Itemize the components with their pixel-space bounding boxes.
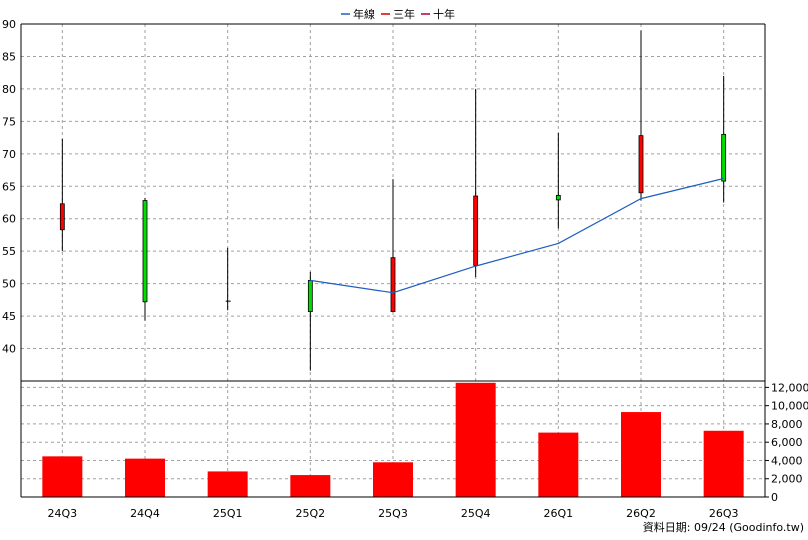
x-tick-label: 25Q2 — [296, 507, 326, 520]
plot-frame — [20, 23, 766, 498]
volume-tick-label: 2,000 — [771, 473, 803, 486]
volume-tick-label: 4,000 — [771, 454, 803, 467]
volume-tick-label: 12,000 — [771, 381, 808, 394]
price-tick-label: 85 — [2, 50, 16, 63]
x-tick-label: 26Q2 — [626, 507, 656, 520]
volume-bar — [703, 430, 744, 497]
candle-body — [555, 194, 561, 201]
x-tick-label: 26Q1 — [544, 507, 574, 520]
candle-body — [142, 200, 148, 303]
volume-bar — [373, 462, 413, 497]
candle-body — [59, 203, 65, 231]
x-tick-label: 25Q1 — [213, 507, 243, 520]
candle-body — [721, 133, 727, 182]
volume-bar — [42, 456, 83, 497]
candle-body — [307, 279, 313, 312]
price-tick-label: 65 — [2, 180, 16, 193]
candles — [59, 30, 727, 371]
x-tick-label: 25Q3 — [378, 507, 408, 520]
volume-bars — [42, 382, 744, 497]
volume-bar — [207, 471, 248, 497]
candle-body — [390, 257, 396, 312]
price-tick-label: 70 — [2, 148, 16, 161]
candle-body — [473, 195, 479, 266]
legend-label: 十年 — [433, 7, 455, 21]
x-tick-label: 26Q3 — [709, 507, 739, 520]
candle-body — [638, 135, 644, 194]
legend: 年線 三年 十年 — [341, 7, 455, 21]
price-tick-label: 90 — [2, 18, 16, 31]
volume-bar — [290, 475, 331, 497]
price-tick-label: 45 — [2, 310, 16, 323]
price-tick-label: 75 — [2, 115, 16, 128]
annual-line-series — [310, 177, 724, 294]
volume-bar — [538, 432, 579, 497]
volume-axis: 0 2,000 4,000 6,000 8,000 10,000 12,000 — [765, 381, 808, 504]
price-tick-label: 55 — [2, 245, 16, 258]
price-tick-label: 60 — [2, 213, 16, 226]
x-axis: 24Q3 24Q4 25Q1 25Q2 25Q3 25Q4 26Q1 26Q2 26Q3 — [48, 507, 739, 520]
volume-tick-label: 8,000 — [771, 418, 803, 431]
annual-line — [310, 177, 724, 294]
price-tick-label: 80 — [2, 83, 16, 96]
volume-tick-label: 0 — [771, 491, 778, 504]
price-axis: 40 45 50 55 60 65 70 75 80 85 90 — [2, 18, 16, 356]
volume-bar — [621, 412, 661, 497]
legend-label: 年線 — [353, 7, 375, 21]
volume-bar — [455, 382, 496, 497]
volume-tick-label: 6,000 — [771, 436, 803, 449]
price-tick-label: 50 — [2, 278, 16, 291]
volume-bar — [125, 458, 165, 497]
x-tick-label: 24Q3 — [48, 507, 78, 520]
x-tick-label: 24Q4 — [130, 507, 160, 520]
legend-label: 三年 — [393, 7, 415, 21]
price-tick-label: 40 — [2, 343, 16, 356]
volume-tick-label: 10,000 — [771, 400, 808, 413]
x-tick-label: 25Q4 — [461, 507, 491, 520]
source-footnote: 資料日期: 09/24 (Goodinfo.tw) — [643, 520, 804, 534]
